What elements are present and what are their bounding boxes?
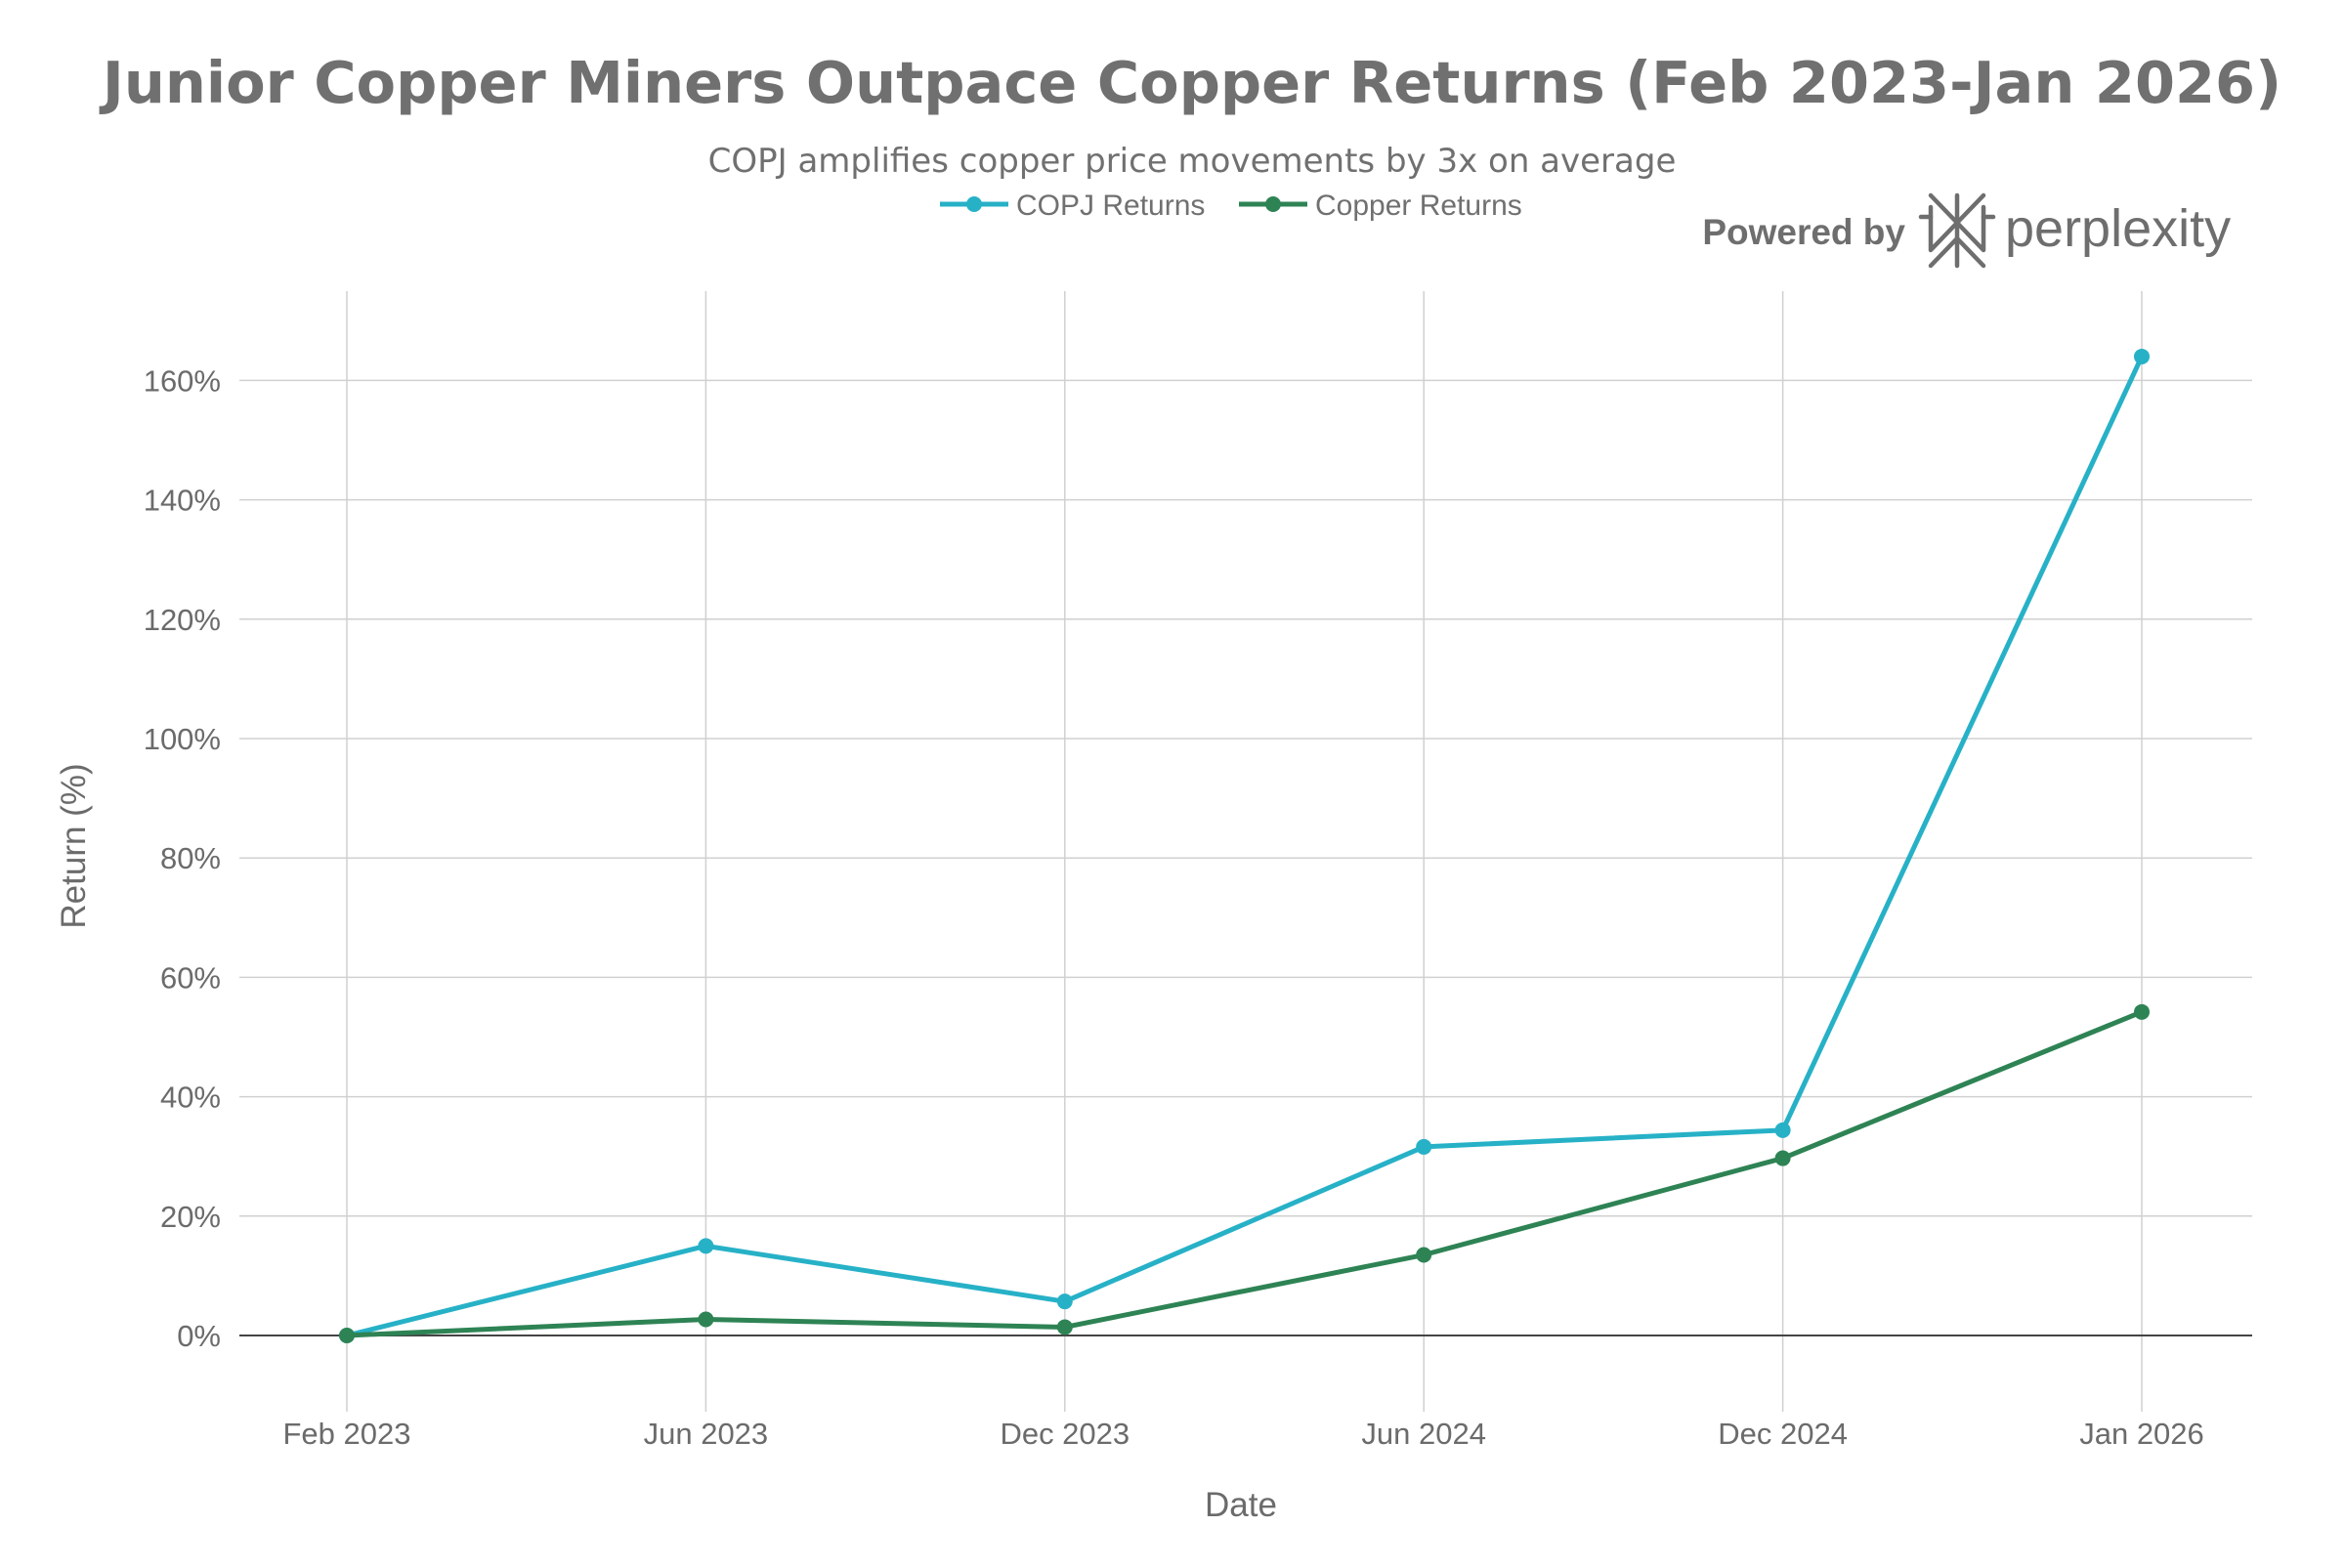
data-point-copper-5	[2134, 1003, 2150, 1020]
data-point-copj-3	[1416, 1138, 1432, 1155]
legend-label-copper: Copper Returns	[1315, 190, 1522, 222]
x-gridlines	[346, 291, 2143, 1412]
chart-title: Junior Copper Miners Outpace Copper Retu…	[99, 49, 2281, 116]
legend-label-copj: COPJ Returns	[1016, 190, 1205, 222]
powered-by-label: Powered by	[1702, 212, 1905, 252]
x-tick-label-4: Dec 2024	[1718, 1417, 1848, 1451]
y-tick-label-4: 80%	[160, 841, 221, 875]
perplexity-wordmark: perplexity	[2005, 199, 2231, 258]
y-tick-label-5: 100%	[144, 722, 221, 756]
series-line-copper	[344, 1009, 2145, 1338]
y-gridlines	[239, 379, 2252, 1217]
x-tick-label-5: Jan 2026	[2079, 1417, 2204, 1451]
branding: Powered by perplexity	[1702, 192, 2231, 269]
legend-item-copper[interactable]: Copper Returns	[1239, 190, 1522, 222]
legend-marker-copper	[1265, 196, 1281, 212]
perplexity-logo-icon	[1918, 192, 1996, 269]
y-axis-ticks: 0% 20% 40% 60% 80% 100% 120% 140% 160%	[144, 363, 221, 1353]
y-axis-title: Return (%)	[55, 763, 93, 928]
x-tick-label-3: Jun 2024	[1361, 1417, 1486, 1451]
x-tick-label-0: Feb 2023	[283, 1417, 411, 1451]
y-tick-label-7: 140%	[144, 484, 221, 518]
data-point-copper-4	[1774, 1150, 1791, 1166]
legend: COPJ Returns Copper Returns	[940, 190, 1522, 222]
chart-subtitle: COPJ amplifies copper price movements by…	[708, 142, 1677, 181]
x-axis-ticks: Feb 2023 Jun 2023 Dec 2023 Jun 2024 Dec 2024…	[283, 1417, 2204, 1451]
y-tick-label-6: 120%	[144, 603, 221, 637]
x-tick-label-1: Jun 2023	[644, 1417, 769, 1451]
data-point-copj-4	[1774, 1122, 1791, 1138]
series-line-copj	[344, 354, 2145, 1338]
y-tick-label-1: 20%	[160, 1200, 221, 1234]
y-tick-label-3: 60%	[160, 960, 221, 995]
data-point-copj-1	[698, 1238, 714, 1254]
data-point-copper-2	[1056, 1319, 1073, 1335]
y-tick-label-2: 40%	[160, 1081, 221, 1115]
x-tick-label-2: Dec 2023	[1000, 1417, 1130, 1451]
data-point-copper-1	[698, 1311, 714, 1328]
series-layer	[339, 348, 2150, 1343]
legend-item-copj[interactable]: COPJ Returns	[940, 190, 1205, 222]
data-point-copper-0	[339, 1328, 355, 1343]
data-point-copper-3	[1416, 1247, 1432, 1263]
x-axis-title: Date	[1205, 1486, 1277, 1524]
data-point-copj-5	[2134, 348, 2150, 364]
y-tick-label-8: 160%	[144, 363, 221, 398]
legend-marker-copj	[966, 196, 982, 212]
y-tick-label-0: 0%	[177, 1319, 221, 1353]
data-point-copj-2	[1056, 1293, 1073, 1310]
